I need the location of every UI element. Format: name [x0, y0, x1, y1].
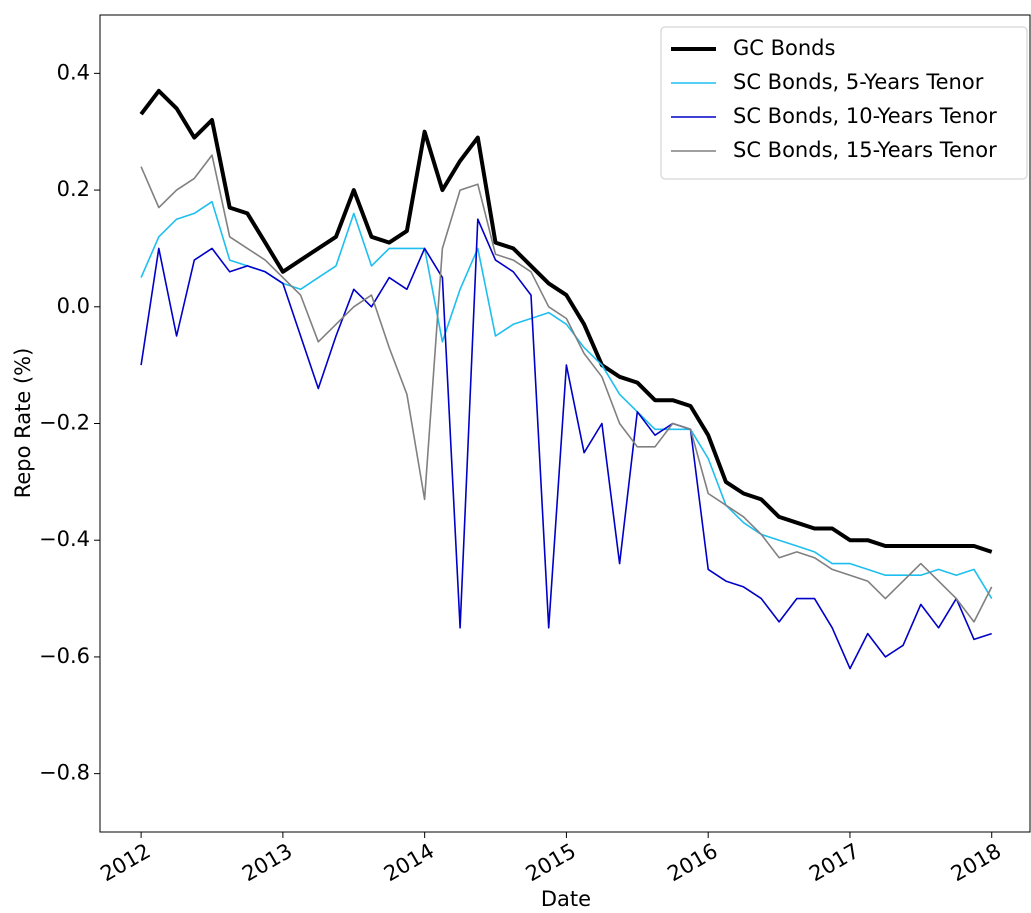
legend: GC Bonds SC Bonds, 5-Years Tenor SC Bonds,…: [660, 26, 1028, 180]
legend-label: SC Bonds, 15-Years Tenor: [733, 138, 997, 162]
legend-label: SC Bonds, 10-Years Tenor: [733, 104, 997, 128]
x-tick-label: 2012: [96, 839, 154, 887]
x-tick-label: 2015: [522, 839, 580, 887]
x-tick-label: 2017: [805, 839, 863, 887]
y-tick-label: −0.6: [39, 644, 90, 668]
x-tick-label: 2018: [947, 839, 1005, 887]
y-tick-label: −0.8: [39, 761, 90, 785]
legend-label: SC Bonds, 5-Years Tenor: [733, 70, 984, 94]
y-tick-label: 0.4: [57, 60, 90, 84]
y-tick-label: 0.2: [57, 177, 90, 201]
plot-frame: [99, 14, 1031, 833]
legend-box: [660, 26, 1028, 180]
legend-label: GC Bonds: [733, 36, 835, 60]
x-axis-label: Date: [541, 887, 591, 911]
y-tick-label: 0.0: [57, 294, 90, 318]
y-axis-label: Repo Rate (%): [11, 348, 35, 499]
series-line: [140, 218, 992, 670]
x-tick-label: 2013: [238, 839, 296, 887]
x-tick-label: 2016: [663, 839, 721, 887]
y-tick-label: −0.2: [39, 411, 90, 435]
x-tick-label: 2014: [380, 839, 438, 887]
y-tick-label: −0.4: [39, 527, 90, 551]
series-line: [139, 88, 993, 554]
series-line: [140, 154, 993, 623]
